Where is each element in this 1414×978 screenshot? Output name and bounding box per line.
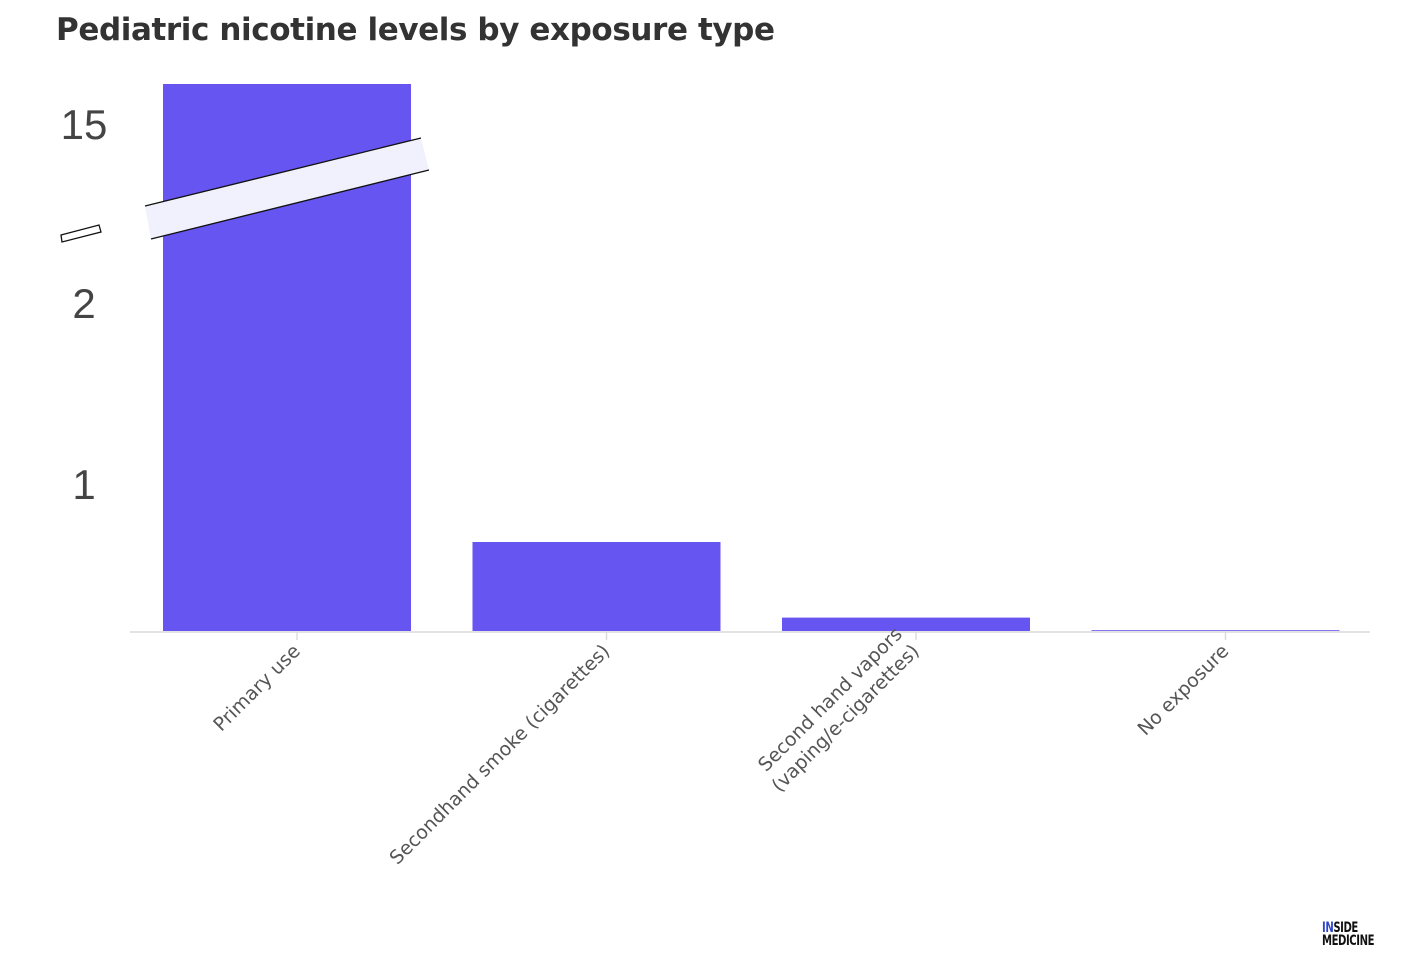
bar <box>782 617 1030 632</box>
x-tick-label: Second hand vapors(vaping/e-cigarettes) <box>750 623 923 796</box>
y-axis-break-mark <box>60 224 102 243</box>
axis-break-band <box>145 138 429 239</box>
x-tick-label: Secondhand smoke (cigarettes) <box>385 640 614 869</box>
axis-break-line <box>150 169 430 240</box>
y-tick-label: 15 <box>61 101 108 148</box>
x-tick-label: No exposure <box>1133 640 1233 740</box>
y-tick-label: 2 <box>72 280 95 327</box>
inside-medicine-logo: INSIDE MEDICINE <box>1322 920 1375 949</box>
axis-break-line <box>144 137 422 207</box>
bar <box>472 542 721 632</box>
x-tick-label: Primary use <box>209 640 305 736</box>
chart-title: Pediatric nicotine levels by exposure ty… <box>56 12 775 48</box>
y-tick-label: 1 <box>72 461 95 508</box>
